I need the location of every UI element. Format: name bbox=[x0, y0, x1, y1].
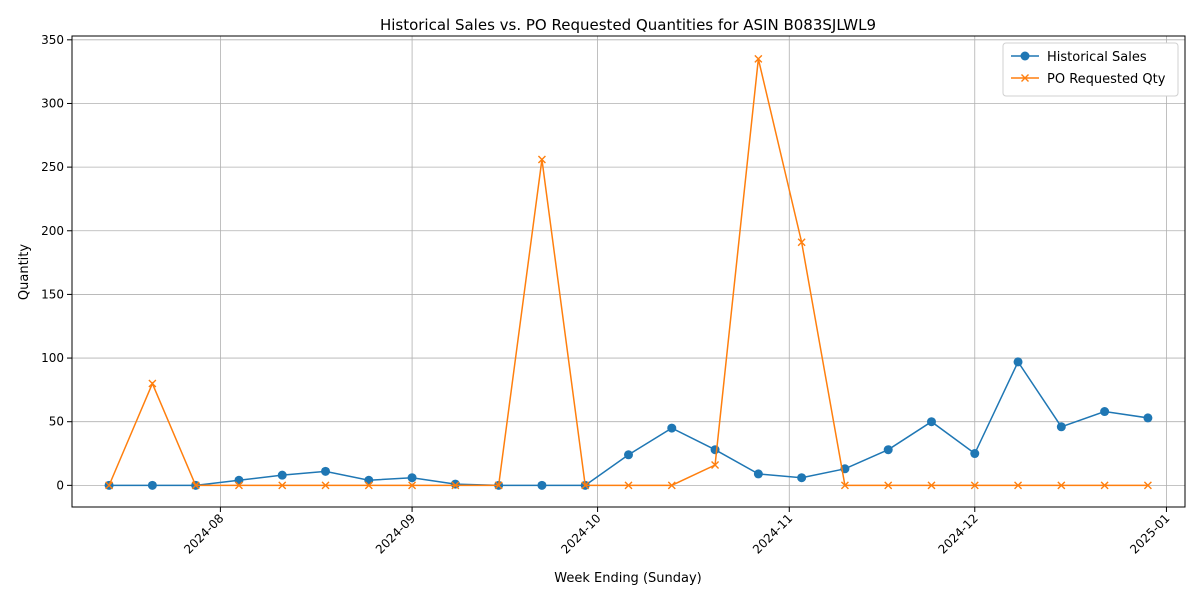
data-point bbox=[1100, 481, 1109, 490]
x-tick-label: 2024-09 bbox=[373, 511, 418, 556]
x-tick-label: 2024-12 bbox=[936, 511, 981, 556]
data-point bbox=[191, 481, 200, 490]
data-point bbox=[1143, 481, 1152, 490]
legend: Historical Sales PO Requested Qty bbox=[1002, 42, 1179, 97]
data-point bbox=[234, 481, 243, 490]
data-point bbox=[321, 466, 331, 476]
data-point bbox=[797, 473, 807, 483]
data-point bbox=[1057, 481, 1066, 490]
data-point bbox=[667, 423, 677, 433]
data-point bbox=[840, 481, 849, 490]
data-point bbox=[407, 473, 417, 483]
x-tick-label: 2024-11 bbox=[750, 511, 795, 556]
data-point bbox=[148, 379, 157, 388]
data-point bbox=[277, 470, 287, 480]
data-point bbox=[147, 480, 157, 490]
data-point bbox=[450, 479, 460, 489]
x-tick-label: 2024-08 bbox=[181, 511, 226, 556]
y-tick-label: 150 bbox=[41, 287, 64, 301]
data-point bbox=[711, 460, 720, 469]
y-tick-label: 350 bbox=[41, 33, 64, 47]
data-point bbox=[970, 449, 980, 459]
legend-marker bbox=[1021, 74, 1029, 82]
y-tick-label: 200 bbox=[41, 224, 64, 238]
chart-title: Historical Sales vs. PO Requested Quanti… bbox=[380, 16, 876, 34]
x-axis-label: Week Ending (Sunday) bbox=[554, 571, 701, 586]
data-point bbox=[1100, 407, 1110, 417]
data-point bbox=[797, 238, 806, 247]
data-point bbox=[926, 417, 936, 427]
data-point bbox=[581, 481, 590, 490]
data-point bbox=[710, 445, 720, 455]
data-point bbox=[970, 481, 979, 490]
data-point bbox=[927, 481, 936, 490]
data-point bbox=[537, 480, 547, 490]
y-tick-label: 250 bbox=[41, 160, 64, 174]
series-line-1 bbox=[109, 360, 1149, 487]
data-point bbox=[1014, 481, 1023, 490]
data-point bbox=[1013, 357, 1023, 367]
data-point bbox=[1056, 422, 1066, 432]
data-point bbox=[278, 481, 287, 490]
y-axis: 0 50 100 150 200 250 300 350 bbox=[41, 33, 72, 492]
y-tick-label: 50 bbox=[49, 415, 64, 429]
y-tick-label: 300 bbox=[41, 96, 64, 110]
data-point bbox=[884, 481, 893, 490]
legend-label: Historical Sales bbox=[1047, 50, 1147, 65]
y-tick-label: 100 bbox=[41, 351, 64, 365]
data-point bbox=[364, 475, 374, 485]
data-point bbox=[105, 481, 114, 490]
legend-label: PO Requested Qty bbox=[1047, 72, 1166, 87]
data-point bbox=[1143, 413, 1153, 423]
data-point bbox=[624, 450, 633, 460]
data-point bbox=[754, 54, 763, 63]
data-point bbox=[494, 481, 503, 490]
series-lines bbox=[104, 54, 1153, 490]
data-point bbox=[408, 481, 417, 490]
data-point bbox=[753, 469, 763, 479]
data-point bbox=[321, 481, 330, 490]
data-point bbox=[667, 481, 676, 490]
data-point bbox=[883, 445, 893, 455]
y-tick-label: 0 bbox=[56, 478, 64, 492]
data-point bbox=[234, 475, 244, 485]
legend-marker bbox=[1020, 51, 1030, 61]
grid bbox=[72, 36, 1185, 507]
y-axis-label: Quantity bbox=[17, 244, 32, 300]
data-point bbox=[451, 481, 460, 490]
x-tick-label: 2024-10 bbox=[558, 511, 603, 556]
legend-frame bbox=[1002, 42, 1179, 97]
data-point bbox=[624, 481, 633, 490]
data-point bbox=[537, 155, 546, 164]
plot-frame bbox=[71, 35, 1186, 508]
x-tick-label: 2025-01 bbox=[1127, 511, 1172, 556]
data-point bbox=[364, 481, 373, 490]
x-axis: 2024-08 2024-09 2024-10 2024-11 2024-12 2025-… bbox=[181, 507, 1173, 557]
